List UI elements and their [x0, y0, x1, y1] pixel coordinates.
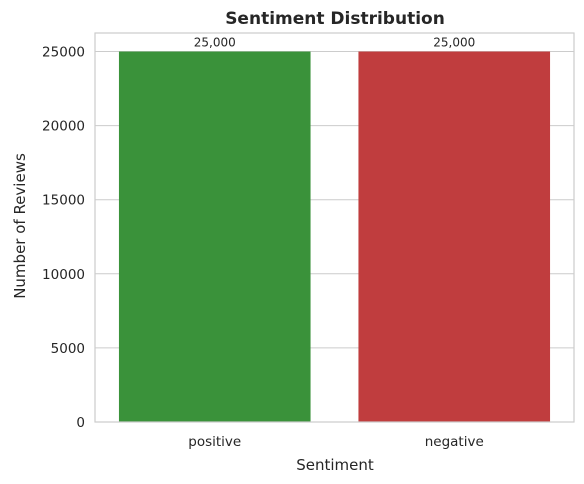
y-tick-label: 0 [76, 415, 85, 431]
y-tick-label: 10000 [42, 267, 85, 283]
plot-frame [94, 32, 575, 423]
y-tick-label: 15000 [42, 193, 85, 209]
data-labels: 25,000 25,000 [194, 36, 476, 50]
bar-positive [118, 51, 311, 423]
y-axis-label: Number of Reviews [11, 153, 29, 299]
chart-title: Sentiment Distribution [225, 9, 445, 29]
y-tick-label: 5000 [51, 341, 85, 357]
bar-value-label: 25,000 [194, 36, 236, 50]
x-tick-label: positive [188, 434, 241, 450]
x-axis-ticks: positive negative [188, 434, 484, 450]
x-axis-label: Sentiment [296, 456, 374, 474]
x-tick-label: negative [425, 434, 484, 450]
bars [118, 51, 551, 423]
y-axis-ticks: 0 5000 10000 15000 20000 25000 [42, 45, 85, 431]
bar-value-label: 25,000 [433, 36, 475, 50]
y-tick-label: 25000 [42, 45, 85, 61]
y-tick-label: 20000 [42, 119, 85, 135]
bar-negative [358, 51, 551, 423]
